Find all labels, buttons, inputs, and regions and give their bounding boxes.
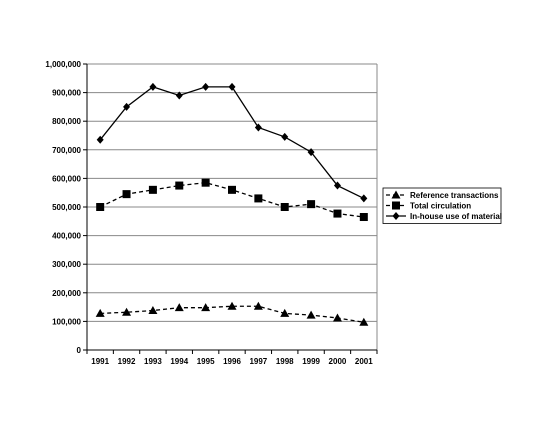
data-point — [359, 213, 368, 222]
y-tick-label: 500,000 — [52, 203, 81, 212]
legend-marker — [392, 201, 400, 210]
legend: Reference transactions Total circulationI… — [382, 187, 502, 224]
data-point — [333, 209, 342, 218]
data-point — [174, 303, 184, 312]
x-tick-labels: 1991 1992 1993 1994 1995 1996 1997 1998 1999 2000… — [91, 357, 373, 366]
y-tick-label: 900,000 — [52, 89, 81, 98]
gridlines — [87, 63, 377, 322]
series-total-circulation — [96, 178, 368, 222]
series-line — [100, 305, 364, 323]
y-tick-label: 100,000 — [52, 317, 81, 326]
data-point — [123, 102, 131, 111]
data-point — [306, 310, 316, 319]
data-point — [149, 82, 157, 91]
data-point — [175, 181, 184, 190]
data-point — [253, 301, 263, 310]
legend-label: In-house use of material — [410, 212, 502, 221]
data-point — [359, 317, 369, 326]
data-point — [254, 194, 263, 203]
data-point — [201, 178, 210, 187]
y-tick-label: 800,000 — [52, 117, 81, 126]
y-tick-label: 300,000 — [52, 260, 81, 269]
data-point — [148, 306, 158, 315]
data-point — [95, 308, 105, 317]
y-tick-label: 1,000,000 — [45, 60, 81, 69]
series-line — [99, 86, 365, 200]
data-point — [122, 307, 132, 316]
x-tick-label: 2000 — [329, 357, 347, 366]
data-point — [175, 91, 183, 100]
y-tick-label: 600,000 — [52, 174, 81, 183]
data-point — [202, 82, 210, 91]
x-tick-label: 1992 — [118, 357, 136, 366]
data-point — [254, 123, 262, 132]
data-point — [281, 132, 289, 141]
data-point — [122, 190, 131, 199]
data-point — [307, 148, 315, 157]
legend-item: In-house use of material — [386, 212, 502, 221]
x-tick-label: 2001 — [355, 357, 373, 366]
x-tick-label: 1999 — [302, 357, 320, 366]
y-tick-labels: 0 100,000 200,000 300,000 400,000 500,000 600,… — [45, 60, 81, 355]
legend-label: Reference transactions — [410, 191, 499, 200]
x-tick-label: 1993 — [144, 357, 162, 366]
y-tick-label: 0 — [77, 346, 82, 355]
series-reference-transactions — [95, 301, 369, 326]
legend-item: Reference transactions — [386, 190, 499, 200]
data-point — [228, 82, 236, 91]
x-tick-label: 1996 — [223, 357, 241, 366]
y-tick-label: 400,000 — [52, 232, 81, 241]
data-point — [333, 181, 341, 190]
data-point — [228, 185, 236, 194]
axes — [83, 63, 378, 354]
data-point — [201, 303, 211, 312]
x-tick-label: 1991 — [91, 357, 109, 366]
x-tick-label: 1995 — [197, 357, 215, 366]
data-point — [280, 203, 289, 211]
x-tick-label: 1998 — [276, 357, 294, 366]
data-point — [360, 194, 368, 203]
y-tick-label: 200,000 — [52, 289, 81, 298]
legend-marker — [392, 212, 400, 220]
x-tick-label: 1997 — [249, 357, 267, 366]
data-point — [227, 301, 237, 310]
data-point — [96, 203, 105, 211]
data-point — [332, 313, 342, 322]
data-point — [148, 185, 157, 194]
legend-label: Total circulation — [410, 202, 471, 211]
data-point — [96, 135, 104, 144]
data-point — [280, 308, 290, 317]
data-point — [307, 200, 316, 209]
series-group — [95, 82, 369, 326]
series-in-house-use-of-material — [96, 82, 368, 203]
y-tick-label: 700,000 — [52, 146, 81, 155]
x-tick-label: 1994 — [170, 357, 188, 366]
legend-marker — [391, 190, 401, 199]
legend-item: Total circulation — [386, 201, 471, 211]
